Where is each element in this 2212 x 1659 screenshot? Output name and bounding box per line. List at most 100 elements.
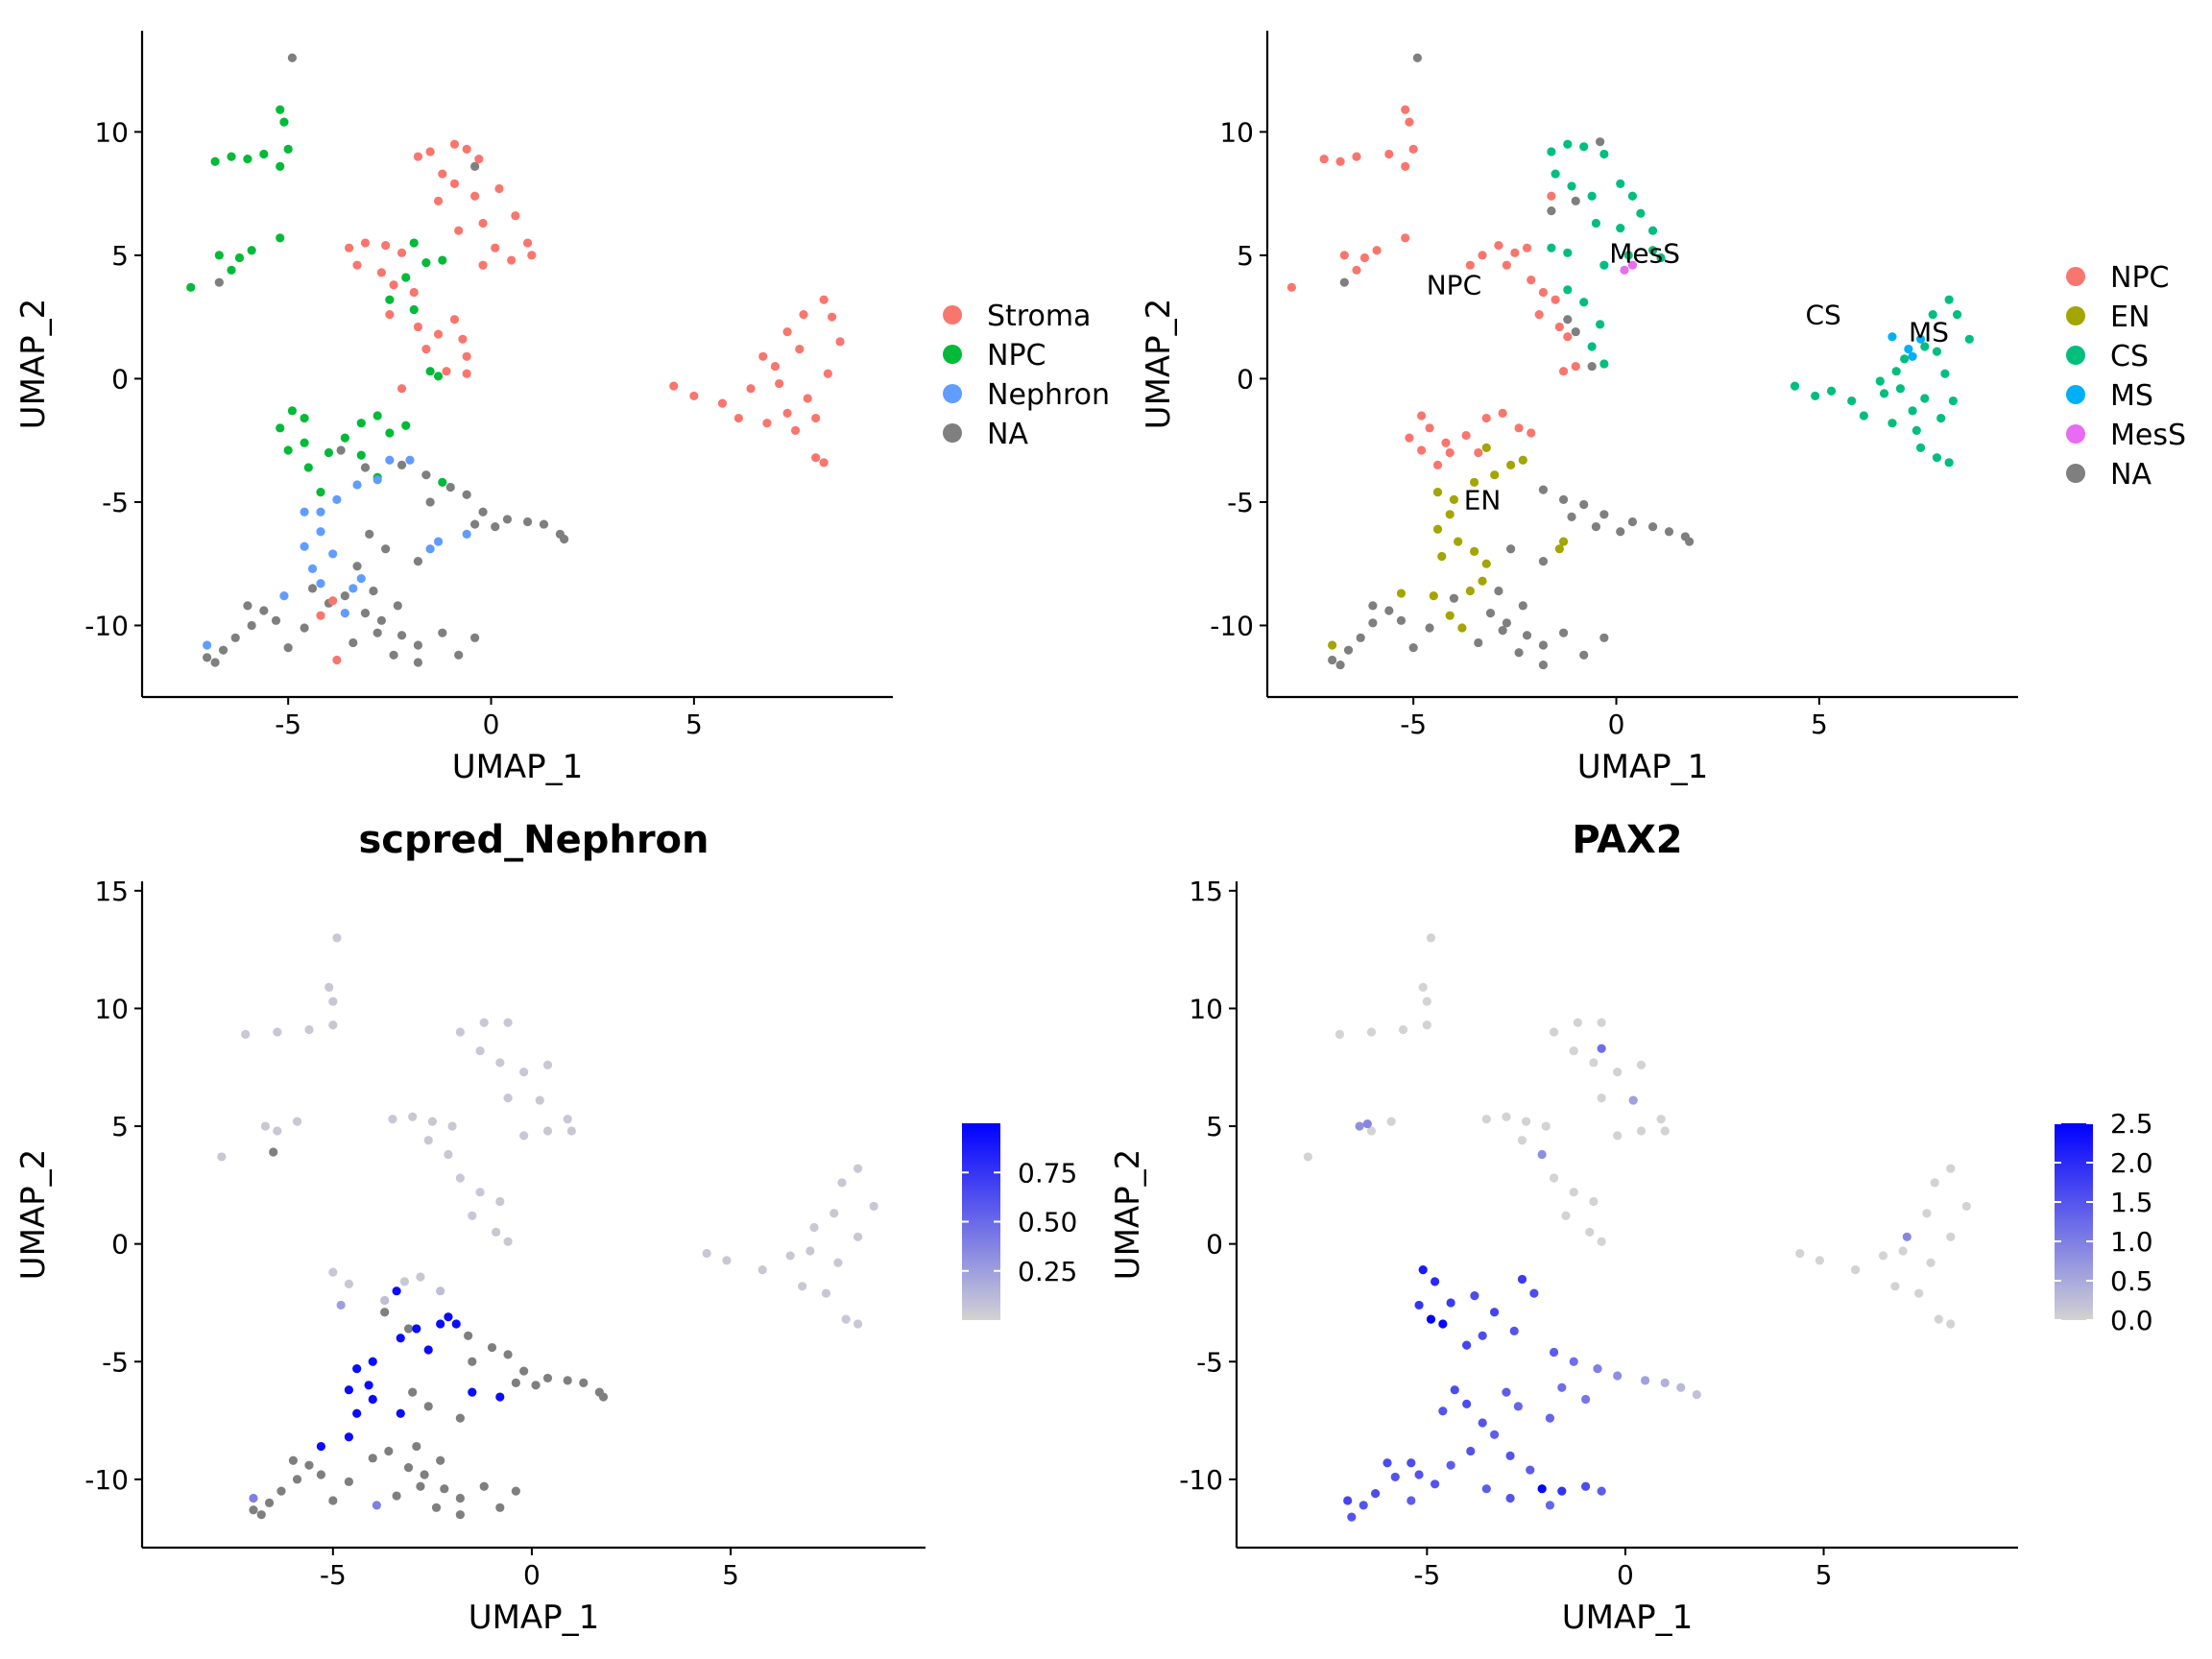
legend-key <box>2066 464 2085 483</box>
point <box>1589 1196 1599 1207</box>
point <box>1462 1399 1472 1409</box>
point-nephron <box>340 609 349 618</box>
point-na <box>373 628 382 637</box>
point-na <box>1563 315 1573 325</box>
point-cs <box>1875 376 1885 386</box>
point-na <box>1599 633 1609 642</box>
point <box>1386 1117 1396 1126</box>
point <box>1517 1274 1527 1285</box>
point-na <box>1558 628 1569 637</box>
point-na <box>397 460 407 469</box>
colorbar-tick-label: 2.5 <box>2110 1108 2153 1140</box>
point-na <box>1425 623 1434 633</box>
point <box>1430 1479 1440 1489</box>
point-na <box>1506 544 1516 554</box>
y-tick-label: -5 <box>1227 487 1254 518</box>
point-na <box>1408 642 1418 653</box>
point <box>328 1020 338 1030</box>
point-en <box>1481 559 1491 568</box>
point-npc <box>1352 152 1361 161</box>
point <box>1430 1277 1440 1286</box>
point-na <box>531 1381 541 1390</box>
point-stroma <box>438 169 447 179</box>
point-na <box>218 645 228 655</box>
point-npc <box>303 463 313 472</box>
point-na <box>1567 512 1576 521</box>
point <box>563 1115 572 1124</box>
point-npc <box>433 372 444 381</box>
point <box>1355 1121 1364 1131</box>
point-npc <box>1558 367 1569 376</box>
point <box>1593 1364 1602 1374</box>
y-tick-label: -5 <box>1196 1346 1223 1378</box>
point-cs <box>1599 149 1609 159</box>
y-tick-label: -5 <box>102 1346 129 1378</box>
y-axis-title: UMAP_2 <box>1109 1149 1147 1281</box>
point-npc <box>421 258 431 268</box>
point <box>1597 1094 1606 1103</box>
cluster-label: EN <box>1464 484 1502 516</box>
point <box>566 1126 576 1136</box>
legend: Stroma NPC Nephron NA <box>943 300 1110 451</box>
point <box>1541 1121 1551 1131</box>
point-en <box>1465 586 1475 596</box>
point-en <box>1478 576 1487 586</box>
point-na <box>1449 593 1459 603</box>
y-tick-label: 0 <box>1206 1229 1223 1261</box>
y-tick-label: 15 <box>94 876 129 907</box>
point <box>1898 1246 1908 1256</box>
point <box>1529 1288 1539 1298</box>
legend-label: NA <box>2110 458 2152 492</box>
point-npc <box>1339 251 1349 260</box>
point-ms <box>1915 334 1926 344</box>
point-na <box>421 470 431 480</box>
point-en <box>1481 443 1491 452</box>
point-na <box>454 650 464 660</box>
point-mess <box>1627 260 1638 270</box>
point <box>392 1286 401 1296</box>
point-stroma <box>449 139 460 149</box>
point <box>722 1256 732 1265</box>
colorbar-tick-label: 1.5 <box>2110 1187 2153 1218</box>
point <box>1347 1512 1357 1522</box>
point-na <box>413 658 423 667</box>
point <box>853 1164 863 1173</box>
point <box>436 1286 445 1296</box>
point-nephron <box>373 475 382 485</box>
x-tick-label: -5 <box>1400 709 1427 740</box>
legend-key <box>943 384 962 403</box>
y-axis-title: UMAP_2 <box>14 299 53 430</box>
point-npc <box>1401 161 1410 171</box>
point-stroma <box>352 260 362 270</box>
colorbar-tick-label: 0.25 <box>1018 1256 1077 1287</box>
point-nephron <box>356 574 366 584</box>
point-na <box>478 507 488 517</box>
x-tick-label: -5 <box>275 709 301 740</box>
point <box>1545 1501 1555 1510</box>
point-stroma <box>332 655 342 665</box>
point <box>1613 1371 1623 1381</box>
point-na <box>203 653 212 662</box>
point-npc <box>1571 361 1580 372</box>
point <box>1426 933 1436 943</box>
point-stroma <box>527 251 537 260</box>
point-na <box>288 1455 299 1465</box>
cluster-label: MS <box>1909 317 1949 349</box>
point <box>332 933 342 943</box>
legend-label: EN <box>2110 301 2150 334</box>
point <box>503 1094 513 1103</box>
point <box>841 1314 851 1324</box>
point-na <box>369 586 378 596</box>
point-cs <box>1908 406 1917 416</box>
point-cs <box>1579 142 1589 152</box>
point-na <box>1368 601 1378 611</box>
point-stroma <box>442 367 451 376</box>
point-cs <box>1567 181 1576 191</box>
point-na <box>264 1498 275 1508</box>
point-en <box>1445 510 1455 519</box>
point-na <box>1685 537 1695 546</box>
point <box>1660 1378 1670 1387</box>
legend-label: NPC <box>987 339 1046 373</box>
point <box>1557 1486 1567 1496</box>
point-cs <box>1826 386 1837 396</box>
